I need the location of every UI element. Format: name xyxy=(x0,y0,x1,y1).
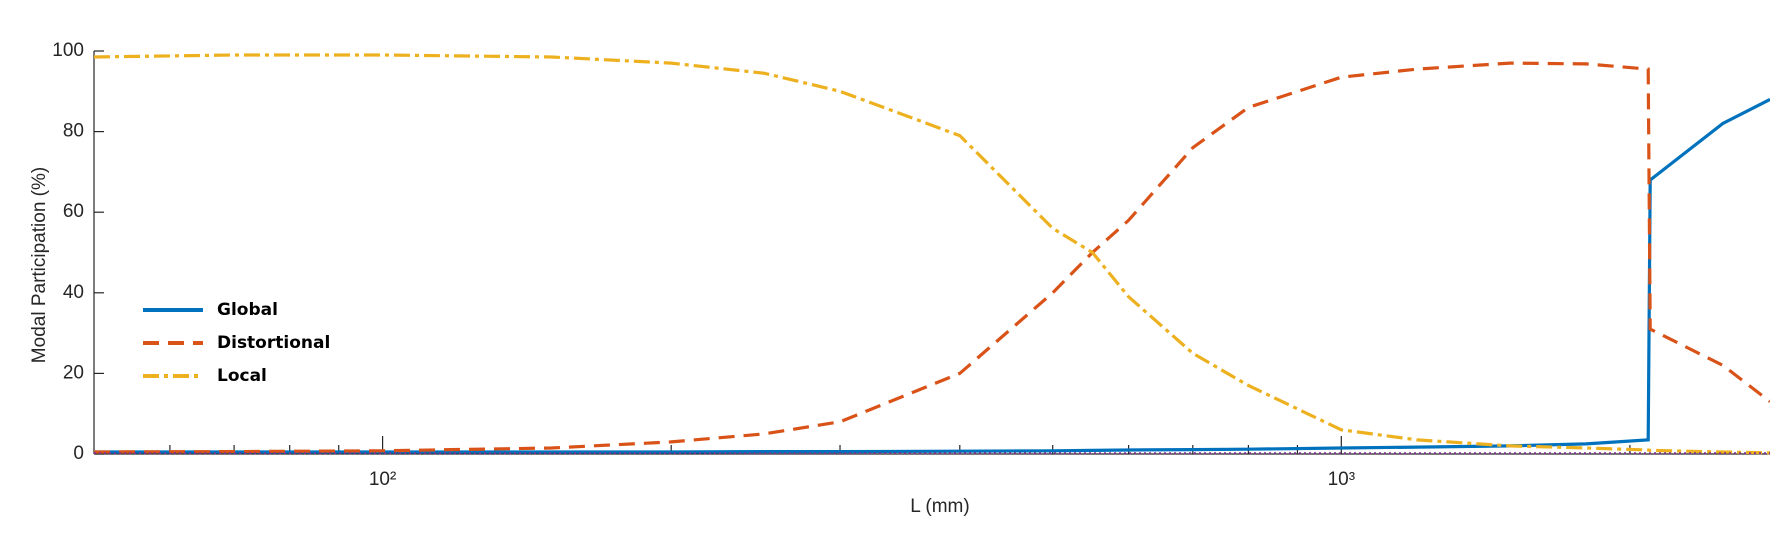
y-tick-label: 80 xyxy=(63,121,84,142)
x-axis-label: L (mm) xyxy=(910,496,969,517)
y-tick-label: 0 xyxy=(73,443,84,464)
y-tick-label: 100 xyxy=(52,40,84,61)
legend-label: Local xyxy=(217,366,267,386)
legend-label: Distortional xyxy=(217,333,330,353)
x-tick-label: 10² xyxy=(369,469,396,490)
line-series xyxy=(94,61,1770,454)
line-series xyxy=(94,53,1770,455)
legend-label: Global xyxy=(217,300,278,320)
y-tick-label: 40 xyxy=(63,282,84,303)
y-axis-label: Modal Participation (%) xyxy=(29,167,50,363)
y-tick-label: 60 xyxy=(63,201,84,222)
line-series xyxy=(94,97,1770,454)
x-tick-label: 10³ xyxy=(1328,469,1355,490)
y-tick-label: 20 xyxy=(63,362,84,383)
